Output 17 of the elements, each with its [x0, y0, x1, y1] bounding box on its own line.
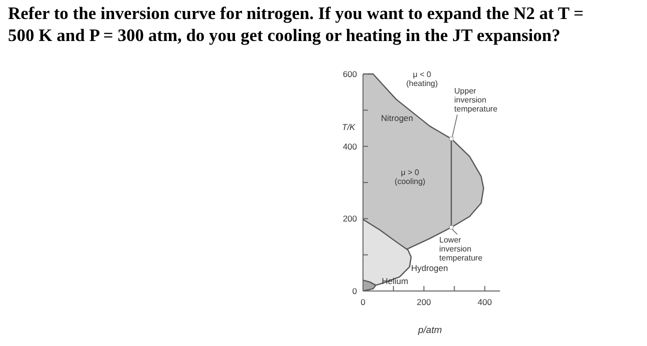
annotation: Upper inversion temperature: [454, 86, 498, 114]
y-tick-label: 0: [352, 286, 358, 296]
y-axis-title: T/K: [342, 122, 356, 132]
series-label: Hydrogen: [411, 263, 448, 274]
annotation: μ < 0 (heating): [406, 70, 438, 88]
y-tick-label: 400: [342, 141, 358, 152]
annotation: μ > 0 (cooling): [394, 168, 426, 186]
y-tick-label: 200: [342, 214, 358, 224]
series-label: Helium: [382, 276, 408, 286]
y-tick-label: 600: [342, 69, 358, 79]
series-label: Nitrogen: [381, 113, 414, 124]
chart-title: Refer to the inversion curve for nitrogen. If you want to expand the N2 at T = 500 K and P = 300 atm, do you get cooling or heating in the JT expansion?: [8, 3, 584, 45]
annotation: Lower inversion temperature: [439, 235, 483, 262]
x-tick-label: 400: [478, 297, 492, 307]
x-tick-label: 0: [360, 297, 366, 307]
x-tick-label: 200: [416, 297, 432, 307]
x-axis-title: p/atm: [417, 325, 442, 336]
